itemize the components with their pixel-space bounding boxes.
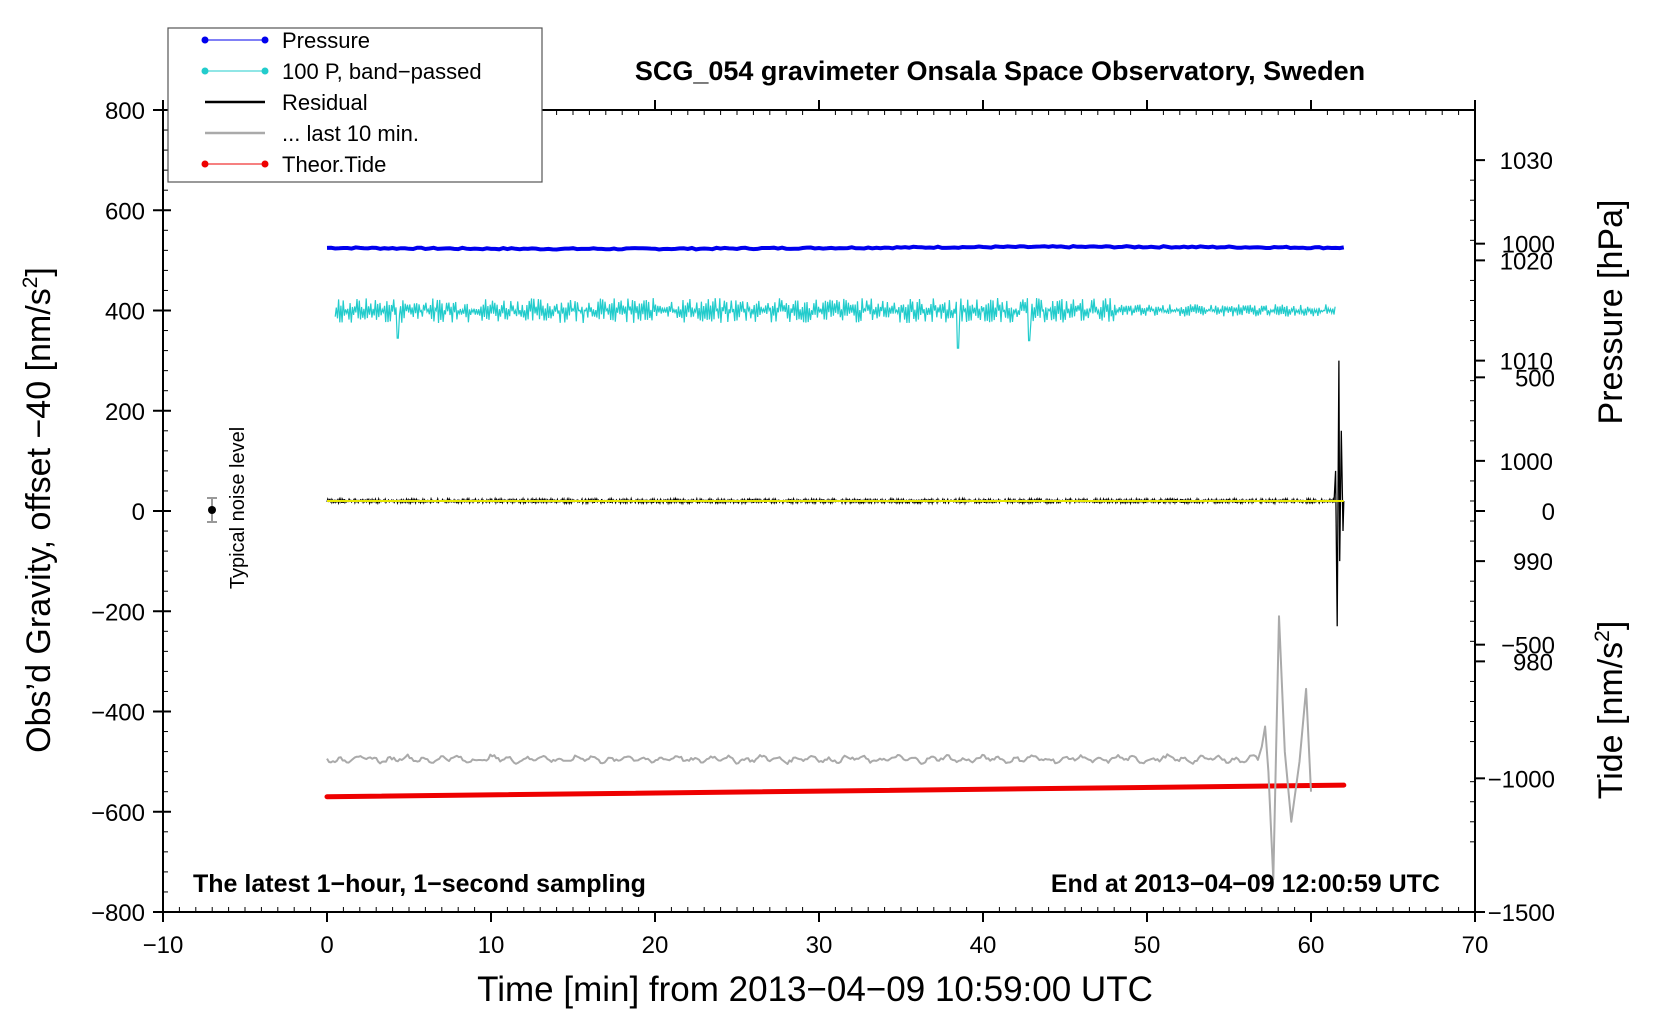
legend-label: Residual [282,90,368,115]
pressure-tick-label: 990 [1513,549,1553,576]
series-layer [324,244,1347,881]
tide-tick-label: 0 [1542,499,1555,526]
x-tick-label: 50 [1134,932,1161,959]
legend-label: Theor.Tide [282,152,386,177]
legend-marker [261,160,269,168]
noise-level-label: Typical noise level [227,427,249,589]
chart-title: SCG_054 gravimeter Onsala Space Observat… [635,56,1365,86]
series-residual [326,360,1345,627]
x-tick-label: 60 [1298,932,1325,959]
legend-label: 100 P, band−passed [282,59,482,84]
legend-marker [201,67,209,75]
x-tick-label: 10 [478,932,505,959]
x-tick-label: 40 [970,932,997,959]
series-band-passed [334,298,1336,349]
legend-label: ... last 10 min. [282,121,419,146]
left-tick-label: −600 [91,800,145,827]
legend-marker [201,36,209,44]
x-axis-ticks: −10 0 10 20 30 40 50 60 70 [143,100,1489,959]
series-last-10-min [326,615,1312,881]
annotation-sampling: The latest 1−hour, 1−second sampling [193,870,646,898]
annotation-end-time: End at 2013−04−09 12:00:59 UTC [1051,870,1440,898]
tide-tick-label: 500 [1515,365,1555,392]
tide-tick-label: −1500 [1488,900,1555,927]
series-pressure [326,244,1345,252]
pressure-tick-label: 1020 [1500,248,1553,275]
series-theor-tide [324,782,1347,800]
x-tick-label: 30 [806,932,833,959]
tide-tick-label: 1000 [1502,232,1555,259]
x-tick-label: 70 [1462,932,1489,959]
pressure-tick-label: 1030 [1500,148,1553,175]
pressure-axis-label: Pressure [hPa] [1592,200,1630,425]
pressure-tick-label: 1010 [1500,349,1553,376]
legend-label: Pressure [282,28,370,53]
legend-marker [201,160,209,168]
x-tick-label: −10 [143,932,184,959]
tide-tick-label: −500 [1501,633,1555,660]
pressure-tick-label: 980 [1513,649,1553,676]
legend-marker [261,67,269,75]
tide-axis-label: Tide [nm/s2] [1591,621,1630,800]
left-tick-label: 200 [105,399,145,426]
x-tick-label: 20 [642,932,669,959]
legend-box [167,27,543,183]
left-tick-label: 0 [132,499,145,526]
left-tick-label: 400 [105,299,145,326]
tide-axis-ticks: 1000 500 0 −500 −1000 −1500 [1475,232,1555,927]
pressure-tick-label: 1000 [1500,449,1553,476]
left-axis-ticks: 800 600 400 200 0 −200 −400 −600 −800 [91,98,171,927]
left-axis-label: Obs’d Gravity, offset −40 [nm/s2] [19,267,58,753]
pressure-axis-ticks: 1030 1020 1010 1000 990 980 [1475,148,1553,676]
legend-marker [261,36,269,44]
left-tick-label: −200 [91,599,145,626]
left-tick-label: 600 [105,198,145,225]
x-tick-label: 0 [320,932,333,959]
legend: Pressure 100 P, band−passed Residual ... la… [167,27,543,183]
left-tick-label: −800 [91,900,145,927]
noise-point [208,506,216,514]
tide-tick-label: −1000 [1488,766,1555,793]
left-tick-label: 800 [105,98,145,125]
x-axis-label: Time [min] from 2013−04−09 10:59:00 UTC [477,970,1153,1009]
left-tick-label: −400 [91,700,145,727]
noise-level-indicator [207,497,217,523]
